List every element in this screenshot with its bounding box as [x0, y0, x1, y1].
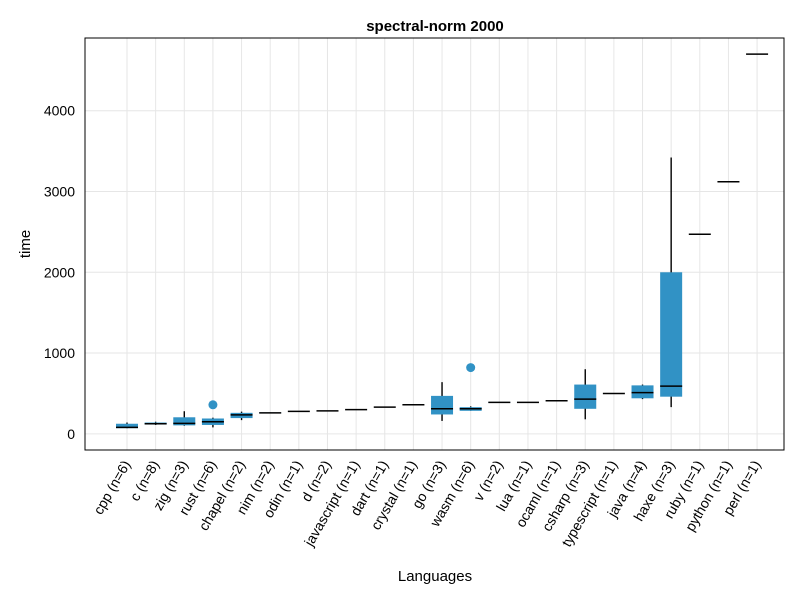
chart-title: spectral-norm 2000 [366, 18, 504, 35]
box-group [574, 369, 597, 420]
box-group [259, 412, 282, 414]
box-group [488, 401, 511, 404]
box [660, 272, 683, 397]
box-group [173, 411, 196, 426]
box-group [431, 382, 454, 421]
y-tick-label: 1000 [44, 345, 75, 361]
y-tick-label: 2000 [44, 264, 75, 280]
box [116, 423, 138, 429]
y-tick-label: 0 [67, 426, 75, 442]
x-tick-layer: cpp (n=6)c (n=8)zig (n=3)rust (n=6)chape… [90, 458, 764, 550]
box [173, 417, 196, 426]
box-group [660, 157, 683, 408]
box-group [201, 400, 224, 428]
x-tick-label: cpp (n=6) [90, 458, 134, 518]
outlier-point [208, 400, 218, 410]
y-axis-label: time [17, 230, 34, 258]
box-group [116, 422, 138, 429]
box [631, 385, 654, 399]
box [574, 384, 597, 409]
y-tick-layer: 0 1000 2000 3000 4000 [44, 103, 75, 442]
box-group [230, 411, 253, 421]
box-group [144, 421, 167, 425]
box-layer [116, 53, 769, 429]
box-group [631, 384, 654, 400]
box [431, 395, 454, 415]
plot-frame [84, 37, 785, 451]
y-tick-label: 4000 [44, 103, 75, 119]
x-axis-label: Languages [398, 568, 472, 585]
y-tick-label: 3000 [44, 183, 75, 199]
outlier-point [466, 363, 476, 373]
box-group [459, 363, 482, 411]
